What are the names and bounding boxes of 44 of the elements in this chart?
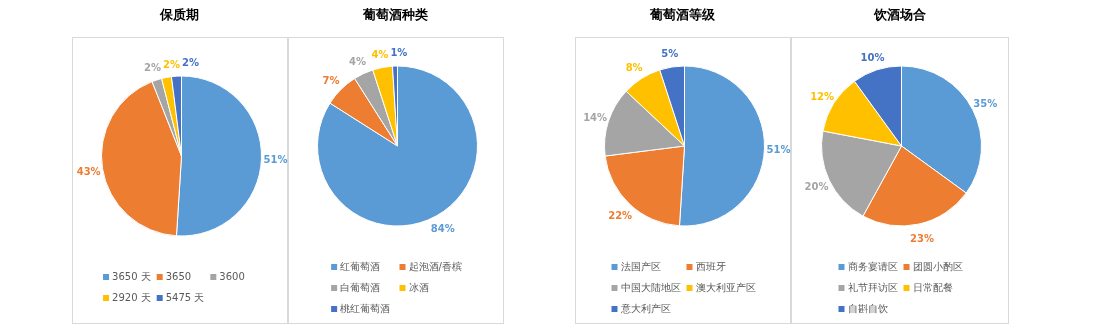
- legend-label: 3650 天: [112, 271, 151, 282]
- legend-label: 澳大利亚产区: [695, 282, 756, 293]
- legend-label: 日常配餐: [912, 282, 953, 293]
- data-label: 23%: [910, 232, 934, 244]
- legend-label: 礼节拜访区: [847, 282, 898, 293]
- legend-label: 意大利产区: [619, 303, 671, 314]
- data-label: 51%: [263, 153, 288, 165]
- legend-label: 白葡萄酒: [340, 282, 381, 293]
- legend-label: 桃红葡萄酒: [340, 303, 391, 314]
- data-label: 8%: [625, 61, 643, 73]
- data-label: 5%: [661, 48, 679, 60]
- chart-title: 葡萄酒等级: [649, 7, 716, 22]
- data-label: 84%: [430, 223, 455, 235]
- legend-label: 3600: [219, 271, 245, 282]
- data-label: 2%: [162, 58, 180, 70]
- chart-title: 饮酒场合: [872, 7, 926, 22]
- legend-label: 冰酒: [408, 282, 429, 293]
- data-label: 12%: [810, 90, 835, 102]
- legend-label: 3650: [165, 271, 192, 282]
- data-label: 7%: [322, 74, 340, 86]
- legend-label: 起泡酒/香槟: [408, 261, 462, 272]
- data-label: 14%: [583, 111, 608, 123]
- data-label: 35%: [973, 98, 998, 110]
- data-label: 2%: [143, 61, 161, 73]
- chart-title: 保质期: [159, 7, 199, 22]
- data-label: 10%: [860, 51, 885, 63]
- data-label: 1%: [390, 47, 408, 59]
- legend-label: 团圆小酌区: [912, 261, 963, 272]
- legend-label: 中国大陆地区: [620, 282, 681, 293]
- data-label: 2%: [181, 57, 199, 69]
- legend-label: 2920 天: [112, 292, 151, 303]
- data-label: 4%: [371, 48, 389, 60]
- legend-label: 自斟自饮: [847, 303, 888, 314]
- data-label: 22%: [608, 209, 633, 221]
- data-label: 51%: [766, 143, 791, 155]
- data-label: 43%: [76, 165, 101, 177]
- data-label: 20%: [804, 181, 829, 193]
- chart-title: 葡萄酒种类: [362, 7, 428, 22]
- legend-label: 西班牙: [695, 261, 726, 272]
- legend-label: 法国产区: [620, 261, 661, 272]
- legend-label: 红葡萄酒: [340, 261, 381, 272]
- legend-label: 5475 天: [165, 292, 205, 303]
- data-label: 4%: [348, 55, 366, 67]
- legend-label: 商务宴请区: [847, 261, 898, 272]
